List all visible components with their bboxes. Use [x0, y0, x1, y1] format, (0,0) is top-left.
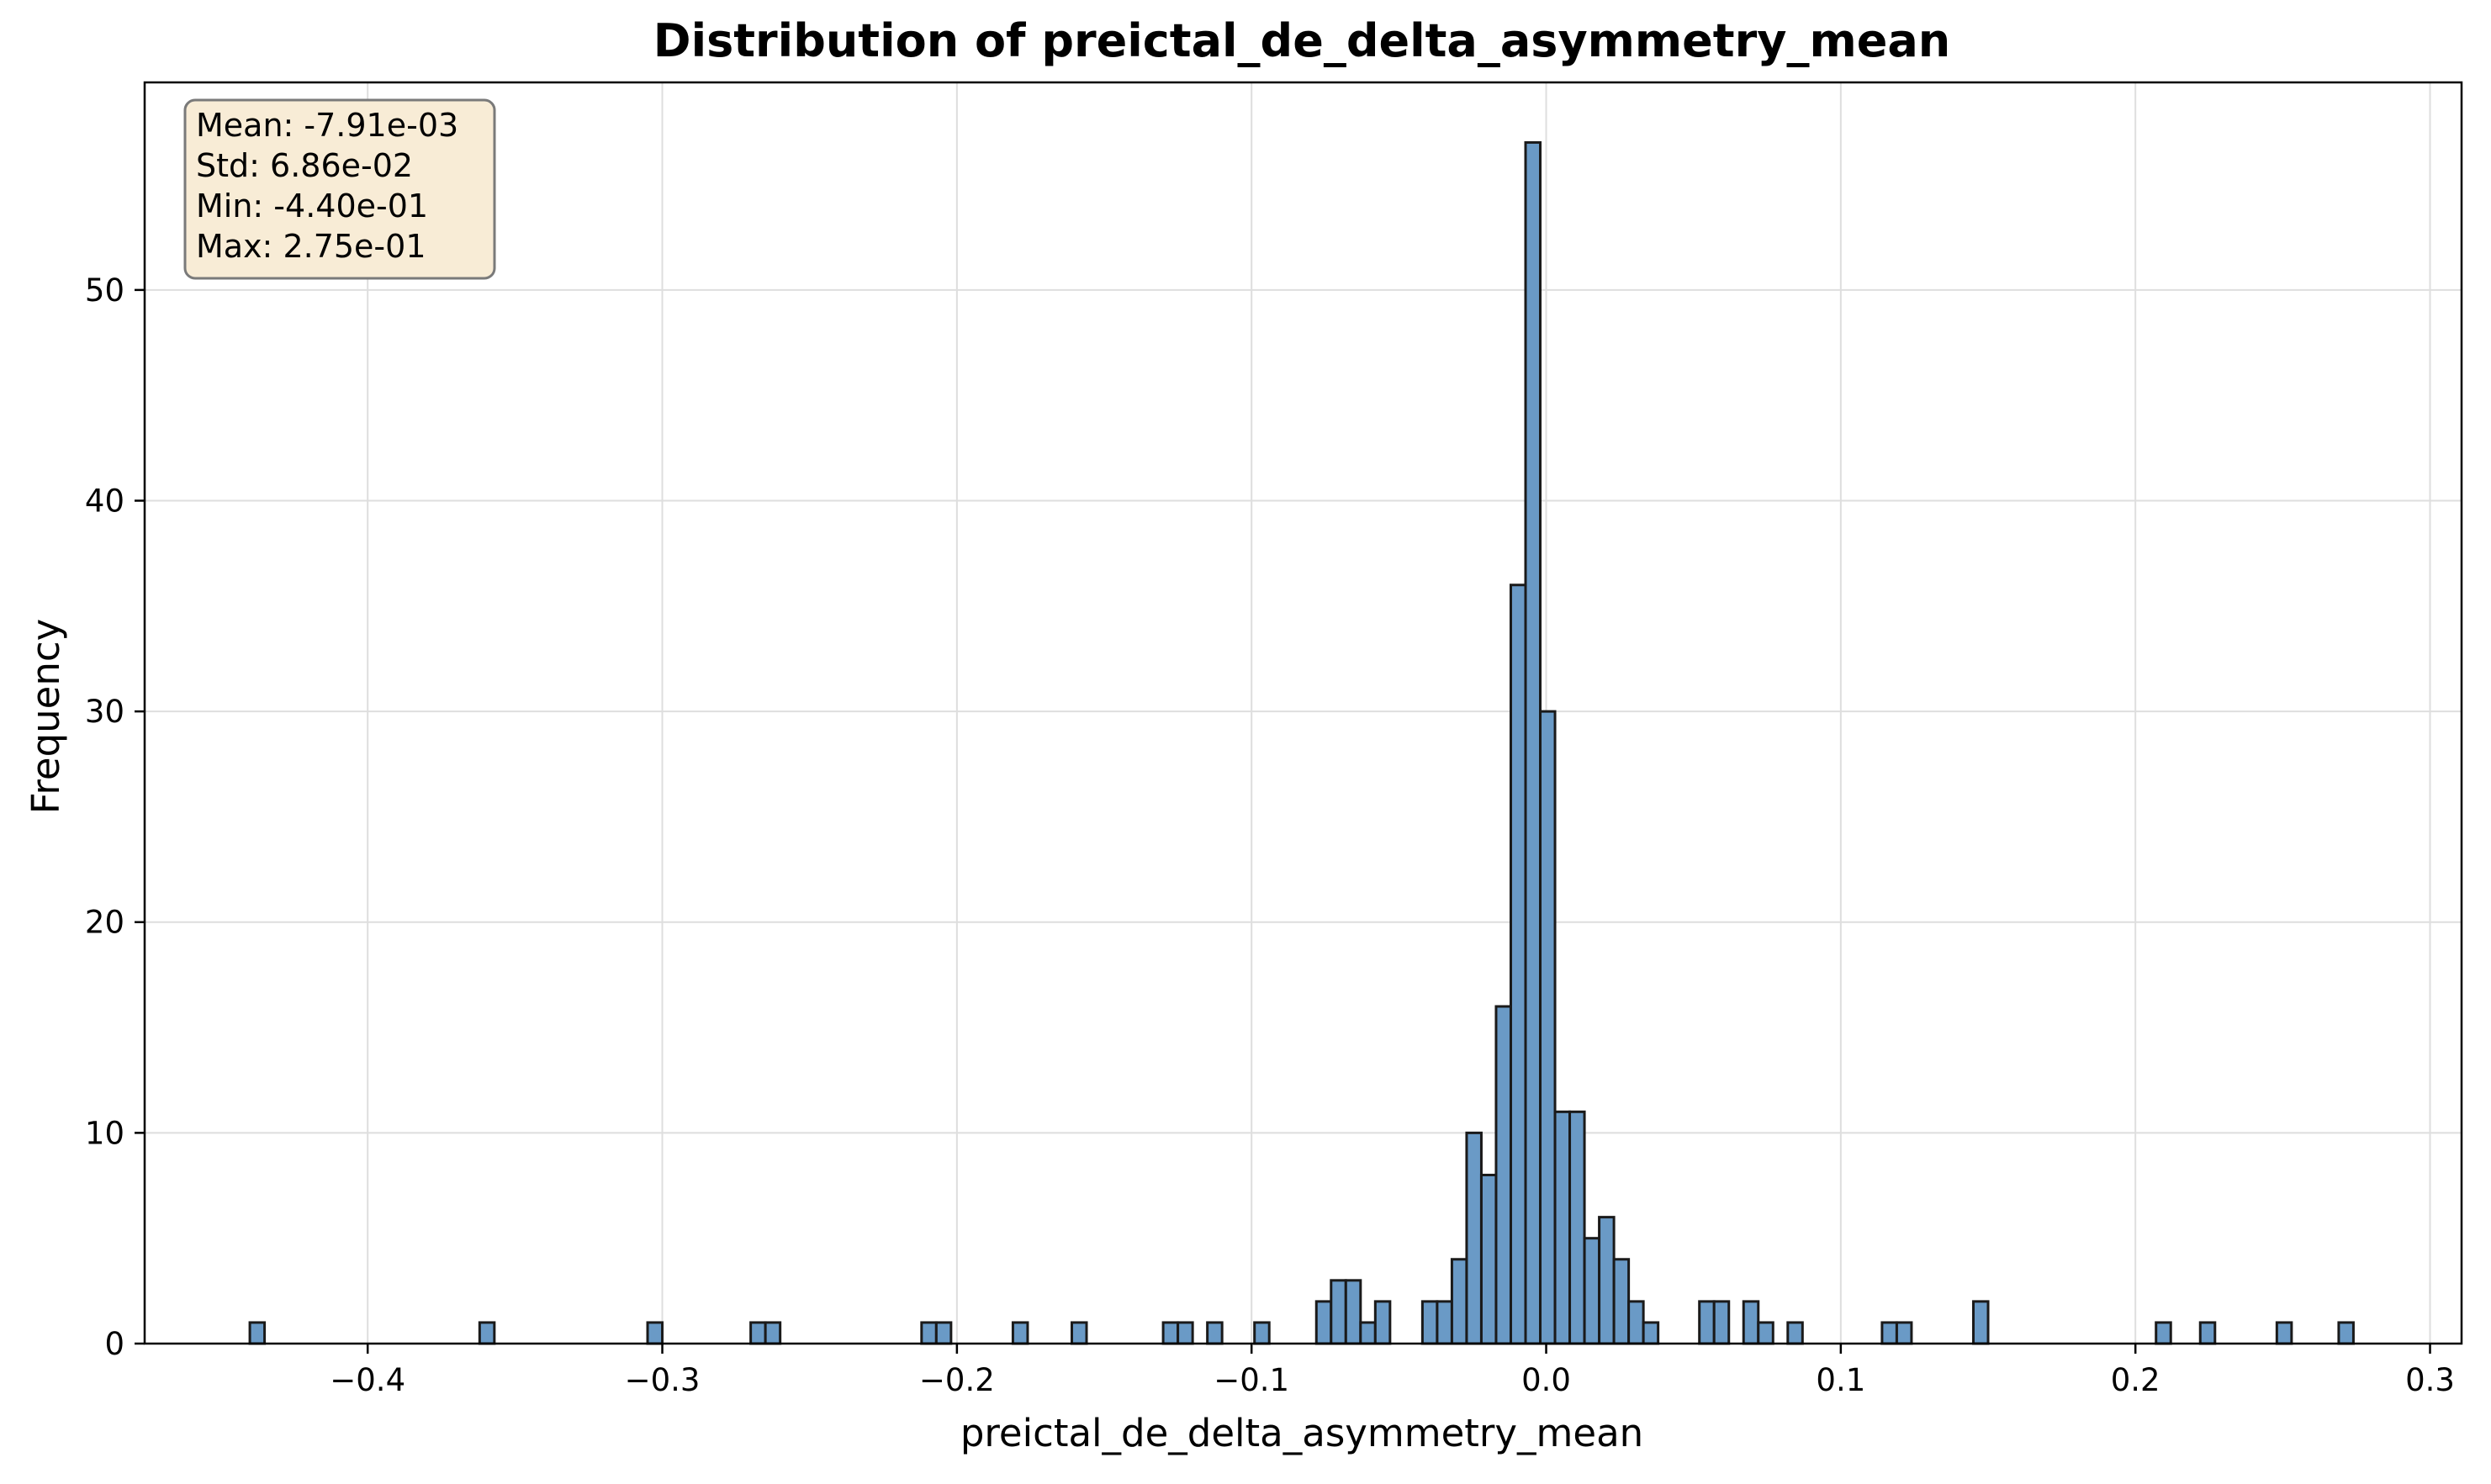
- x-tick-label: −0.3: [625, 1362, 701, 1398]
- x-tick-label: −0.1: [1214, 1362, 1289, 1398]
- histogram-bar: [1344, 1279, 1362, 1345]
- histogram-bar: [934, 1321, 953, 1345]
- y-tick-label: 0: [104, 1326, 124, 1362]
- y-tick-label: 10: [85, 1115, 124, 1151]
- y-tick-label: 50: [85, 272, 124, 309]
- x-tick-label: 0.2: [2111, 1362, 2160, 1398]
- histogram-bar: [646, 1321, 664, 1345]
- histogram-bar: [1206, 1321, 1224, 1345]
- histogram-bar: [1330, 1279, 1347, 1345]
- x-tick-label: −0.2: [919, 1362, 995, 1398]
- histogram-bar: [1583, 1237, 1601, 1345]
- histogram-bar: [1479, 1173, 1498, 1345]
- x-axis-ticks: −0.4 −0.3 −0.2 −0.1 0.0 0.1 0.2 0.3: [330, 1344, 2455, 1398]
- histogram-bar: [1450, 1258, 1468, 1345]
- histogram-bar: [1373, 1300, 1392, 1345]
- y-tick-label: 40: [85, 483, 124, 519]
- histogram-bar: [1698, 1300, 1716, 1345]
- x-tick-label: 0.3: [2405, 1362, 2455, 1398]
- histogram-bar: [749, 1321, 767, 1345]
- histogram-bar: [1524, 140, 1542, 1345]
- histogram-bar: [1742, 1300, 1760, 1345]
- histogram-bar: [478, 1321, 496, 1345]
- histogram-bar: [1568, 1110, 1586, 1345]
- histogram-bar: [2198, 1321, 2217, 1345]
- histogram-bar: [248, 1321, 267, 1345]
- histogram-bar: [1509, 584, 1527, 1345]
- histogram-bar: [1598, 1216, 1616, 1345]
- histogram-bar: [1627, 1300, 1645, 1345]
- histogram-bar: [1712, 1300, 1731, 1345]
- y-axis-label: Frequency: [24, 619, 68, 814]
- histogram-bar: [1465, 1131, 1483, 1345]
- y-tick-label: 20: [85, 905, 124, 941]
- histogram-bar: [1011, 1321, 1029, 1345]
- histogram-bar: [1436, 1300, 1453, 1345]
- histogram-bar: [1314, 1300, 1333, 1345]
- y-tick-label: 30: [85, 694, 124, 730]
- x-tick-label: −0.4: [330, 1362, 405, 1398]
- x-tick-label: 0.0: [1521, 1362, 1571, 1398]
- histogram-bar: [1177, 1321, 1194, 1345]
- histogram-bar: [1786, 1321, 1804, 1345]
- y-axis-ticks: 0 10 20 30 40 50: [85, 272, 145, 1362]
- histogram-bar: [2275, 1321, 2293, 1345]
- x-tick-label: 0.1: [1816, 1362, 1865, 1398]
- histogram-bar: [1757, 1321, 1774, 1345]
- histogram-bar: [1895, 1321, 1913, 1345]
- stats-min: Min: -4.40e-01: [196, 187, 428, 224]
- plot-frame: [143, 81, 2463, 1345]
- chart-title: Distribution of preictal_de_delta_asymme…: [653, 14, 1950, 67]
- histogram-bar: [1359, 1321, 1377, 1345]
- histogram-bar: [1070, 1321, 1088, 1345]
- histogram-bar: [1161, 1321, 1180, 1345]
- histogram-bar: [764, 1321, 782, 1345]
- histogram-bar: [2155, 1321, 2172, 1345]
- stats-box-background: [183, 98, 496, 280]
- histogram-bar: [1553, 1110, 1572, 1345]
- histogram-bar: [1612, 1258, 1631, 1345]
- stats-max: Max: 2.75e-01: [196, 228, 426, 265]
- histogram-bar: [1494, 1005, 1512, 1345]
- stats-std: Std: 6.86e-02: [196, 147, 413, 184]
- histogram-bar: [2337, 1321, 2355, 1345]
- stats-box: Mean: -7.91e-03 Std: 6.86e-02 Min: -4.40…: [183, 98, 496, 280]
- histogram-bar: [1972, 1300, 1990, 1345]
- histogram-bar: [1880, 1321, 1898, 1345]
- histogram-bar: [920, 1321, 938, 1345]
- x-axis-label: preictal_de_delta_asymmetry_mean: [960, 1411, 1643, 1455]
- stats-mean: Mean: -7.91e-03: [196, 107, 458, 144]
- histogram-bar: [1539, 710, 1557, 1345]
- histogram-bar: [1642, 1321, 1660, 1345]
- histogram-bar: [1253, 1321, 1271, 1345]
- histogram-bar: [1420, 1300, 1439, 1345]
